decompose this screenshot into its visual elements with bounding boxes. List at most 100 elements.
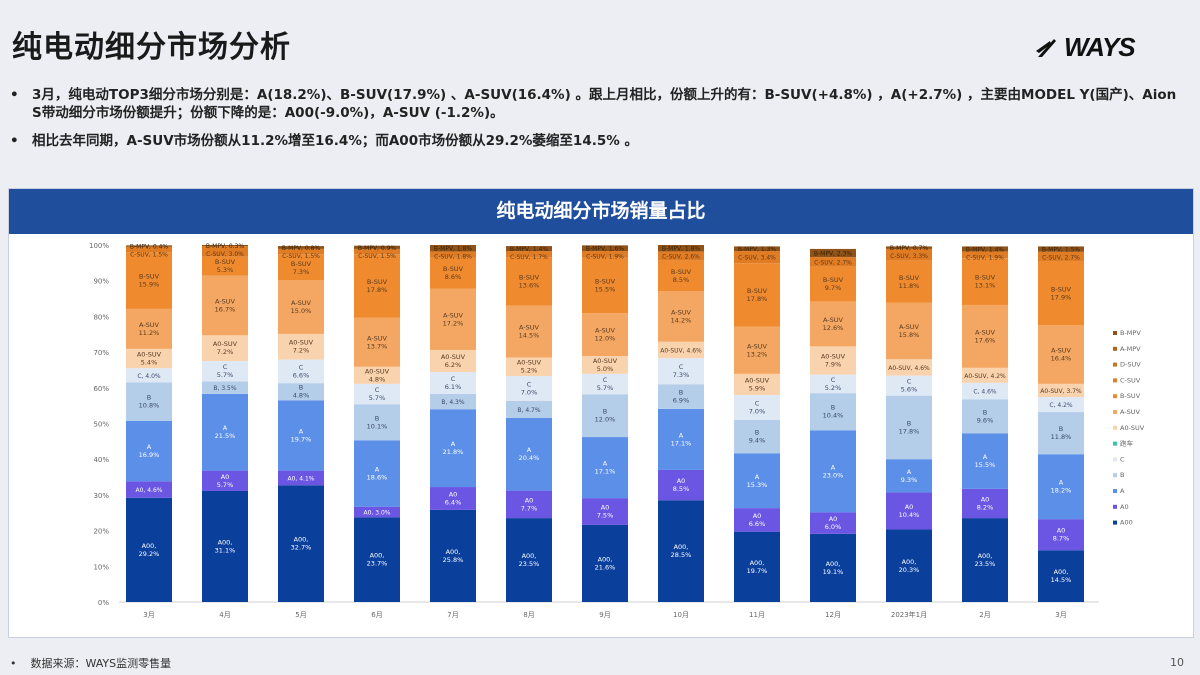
x-tick-label: 6月 bbox=[371, 611, 382, 619]
data-label-name: A0 bbox=[753, 512, 762, 520]
data-label-name: A00, bbox=[978, 552, 993, 560]
legend-label: B-MPV bbox=[1120, 329, 1141, 337]
legend-label: A0-SUV bbox=[1120, 424, 1145, 432]
bar-segment-b bbox=[810, 393, 856, 431]
page-title: 纯电动细分市场分析 bbox=[12, 30, 291, 65]
data-label-name: A0 bbox=[829, 515, 838, 523]
data-label-value: 17.8% bbox=[367, 286, 388, 294]
data-label: C, 4.2% bbox=[1049, 402, 1073, 409]
bar-segment-b-mpv bbox=[886, 246, 932, 249]
data-label-name: A00, bbox=[370, 552, 385, 560]
data-label: B, 4.7% bbox=[517, 407, 540, 414]
data-label-value: 11.8% bbox=[1051, 433, 1072, 441]
bar-segment-b-mpv bbox=[202, 245, 248, 247]
data-label-value: 17.8% bbox=[899, 427, 920, 435]
legend-label: A bbox=[1120, 487, 1125, 495]
bar-segment-a0-suv bbox=[734, 373, 780, 395]
data-label-name: B bbox=[603, 408, 607, 416]
bar-segment-c-suv bbox=[202, 246, 248, 257]
bar-segment-a-suv bbox=[202, 275, 248, 336]
data-label-value: 6.6% bbox=[749, 520, 766, 528]
data-label-value: 10.8% bbox=[139, 402, 160, 410]
bar-segment-a00 bbox=[126, 497, 172, 602]
bar-segment-c-suv bbox=[810, 257, 856, 267]
data-label-name: A0-SUV bbox=[213, 340, 238, 348]
legend-swatch bbox=[1113, 441, 1117, 446]
bar-segment-b-suv bbox=[810, 266, 856, 302]
data-label-value: 19.7% bbox=[747, 567, 768, 575]
data-label: B-MPV, 0.4% bbox=[130, 244, 169, 251]
data-label-value: 4.8% bbox=[293, 392, 310, 400]
data-label-name: A00, bbox=[826, 560, 841, 568]
data-label-name: A0-SUV bbox=[745, 376, 770, 384]
data-label-name: A00, bbox=[446, 548, 461, 556]
legend-label: B bbox=[1120, 471, 1124, 479]
bar-segment-c-suv bbox=[278, 248, 324, 255]
y-tick-label: 30% bbox=[93, 492, 109, 500]
data-label-name: B-SUV bbox=[443, 265, 464, 273]
data-label-name: B bbox=[299, 384, 303, 392]
data-label-value: 17.8% bbox=[747, 295, 768, 303]
data-label-name: A-SUV bbox=[975, 328, 996, 336]
data-label-value: 5.9% bbox=[749, 384, 766, 392]
legend-swatch bbox=[1113, 346, 1117, 351]
data-label-value: 23.7% bbox=[367, 560, 388, 568]
ways-logo: WAYS bbox=[1034, 32, 1136, 63]
bullet-text: 3月，纯电动TOP3细分市场分别是：A(18.2%)、B-SUV(17.9%) … bbox=[32, 87, 1177, 121]
bar-segment-c bbox=[430, 372, 476, 394]
data-label: C-SUV, 2.7% bbox=[814, 259, 852, 266]
data-label-value: 13.6% bbox=[519, 281, 540, 289]
bar-segment-b bbox=[1038, 412, 1084, 455]
data-label-name: B-SUV bbox=[1051, 285, 1072, 293]
data-label-name: A-SUV bbox=[139, 321, 160, 329]
data-label-name: A0 bbox=[905, 503, 914, 511]
bar-segment-b-mpv bbox=[734, 246, 780, 252]
bar-segment-c-suv bbox=[658, 251, 704, 261]
data-label-name: A bbox=[983, 453, 988, 461]
legend-swatch bbox=[1113, 489, 1117, 493]
bar-segment-a0-suv bbox=[202, 335, 248, 362]
data-label-value: 16.4% bbox=[1051, 355, 1072, 363]
bar-segment-b-mpv bbox=[354, 245, 400, 249]
bar-segment-a00 bbox=[1038, 550, 1084, 602]
data-label: C-SUV, 1.8% bbox=[434, 254, 472, 261]
bar-segment-a bbox=[1038, 454, 1084, 520]
page-number: 10 bbox=[1170, 656, 1184, 669]
data-label-value: 8.5% bbox=[673, 276, 690, 284]
bar-segment-b-mpv bbox=[582, 245, 628, 252]
data-label: B-MPV, 1.8% bbox=[662, 246, 701, 253]
bar-segment-b-mpv bbox=[658, 245, 704, 252]
data-label-value: 23.5% bbox=[975, 560, 996, 568]
data-label: B-MPV, 2.3% bbox=[814, 251, 853, 258]
data-label: B-MPV, 0.3% bbox=[206, 243, 245, 250]
legend-label: A00 bbox=[1120, 519, 1133, 527]
data-label: C-SUV, 3.4% bbox=[738, 255, 776, 262]
data-label-name: A bbox=[755, 473, 760, 481]
x-tick-label: 8月 bbox=[523, 611, 534, 619]
data-label: A0-SUV, 4.6% bbox=[888, 365, 930, 372]
legend-label: C-SUV bbox=[1120, 376, 1141, 384]
data-label-name: B-SUV bbox=[823, 276, 844, 284]
data-label: C-SUV, 1.7% bbox=[510, 254, 548, 261]
data-label-name: B bbox=[679, 389, 683, 397]
data-label: C, 4.0% bbox=[137, 373, 161, 380]
data-label-value: 18.6% bbox=[367, 473, 388, 481]
bar-segment-b bbox=[962, 399, 1008, 434]
bar-segment-b-mpv bbox=[430, 245, 476, 252]
data-label-value: 10.4% bbox=[823, 412, 844, 420]
data-label-name: A bbox=[907, 468, 912, 476]
data-label: C-SUV, 3.0% bbox=[206, 251, 244, 258]
data-label-name: A-SUV bbox=[443, 311, 464, 319]
bar-segment-b bbox=[886, 395, 932, 460]
data-label: B, 3.5% bbox=[213, 385, 236, 392]
data-label-name: A bbox=[299, 427, 304, 435]
data-label-value: 25.8% bbox=[443, 556, 464, 564]
data-label-name: B bbox=[1059, 425, 1063, 433]
data-label-name: C bbox=[907, 378, 912, 386]
bar-segment-a-suv bbox=[506, 305, 552, 358]
data-label-value: 31.1% bbox=[215, 546, 236, 554]
x-tick-label: 12月 bbox=[825, 611, 841, 619]
bar-segment-a0 bbox=[962, 488, 1008, 519]
legend-label: D-SUV bbox=[1120, 361, 1141, 369]
data-label-value: 21.6% bbox=[595, 563, 616, 571]
